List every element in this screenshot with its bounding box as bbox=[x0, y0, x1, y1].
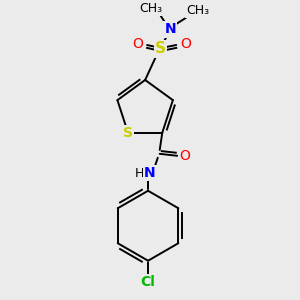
Text: CH₃: CH₃ bbox=[140, 2, 163, 15]
Text: Cl: Cl bbox=[141, 275, 155, 289]
Text: O: O bbox=[179, 149, 191, 163]
Text: CH₃: CH₃ bbox=[186, 4, 209, 16]
Text: O: O bbox=[181, 37, 191, 51]
Text: O: O bbox=[132, 37, 143, 51]
Text: S: S bbox=[155, 41, 166, 56]
Text: S: S bbox=[123, 126, 133, 140]
Text: N: N bbox=[144, 166, 156, 180]
Text: N: N bbox=[165, 22, 176, 37]
Text: H: H bbox=[135, 167, 144, 180]
